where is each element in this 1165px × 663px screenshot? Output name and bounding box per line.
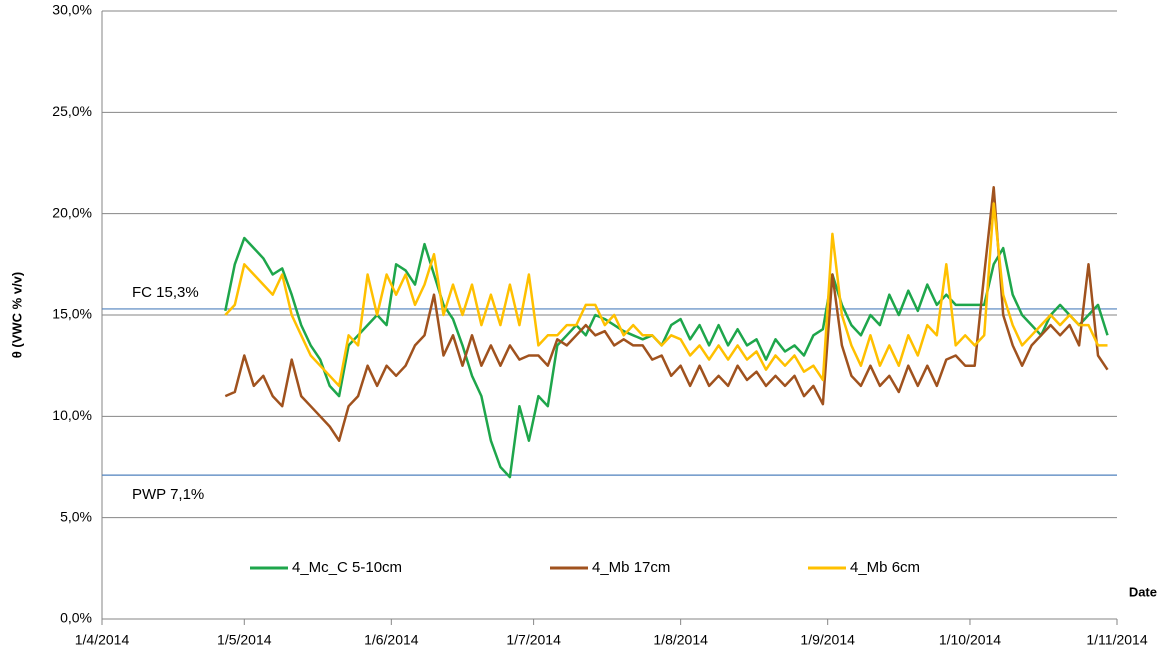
legend-label: 4_Mc_C 5-10cm	[292, 559, 402, 576]
x-tick-label: 1/7/2014	[506, 632, 561, 648]
y-tick-label: 25,0%	[52, 103, 92, 119]
reference-label: FC 15,3%	[132, 284, 199, 301]
x-tick-label: 1/10/2014	[939, 632, 1001, 648]
y-tick-label: 20,0%	[52, 204, 92, 220]
x-tick-label: 1/9/2014	[800, 632, 855, 648]
y-tick-label: 0,0%	[60, 610, 92, 626]
x-tick-label: 1/6/2014	[364, 632, 419, 648]
x-tick-label: 1/11/2014	[1086, 632, 1147, 648]
reference-label: PWP 7,1%	[132, 486, 204, 503]
x-tick-label: 1/4/2014	[75, 632, 130, 648]
x-tick-label: 1/8/2014	[653, 632, 708, 648]
y-tick-label: 30,0%	[52, 2, 92, 18]
y-axis-label: θ (VWC % v/v)	[9, 272, 24, 358]
series-line	[224, 186, 1109, 442]
x-axis-label: Date	[1129, 584, 1157, 599]
y-tick-label: 15,0%	[52, 306, 92, 322]
series-line	[224, 202, 1108, 388]
y-tick-label: 10,0%	[52, 407, 92, 423]
legend-label: 4_Mb 17cm	[592, 559, 670, 576]
legend-label: 4_Mb 6cm	[850, 559, 920, 576]
y-tick-label: 5,0%	[60, 508, 92, 524]
series-line	[224, 236, 1109, 479]
x-tick-label: 1/5/2014	[217, 632, 272, 648]
